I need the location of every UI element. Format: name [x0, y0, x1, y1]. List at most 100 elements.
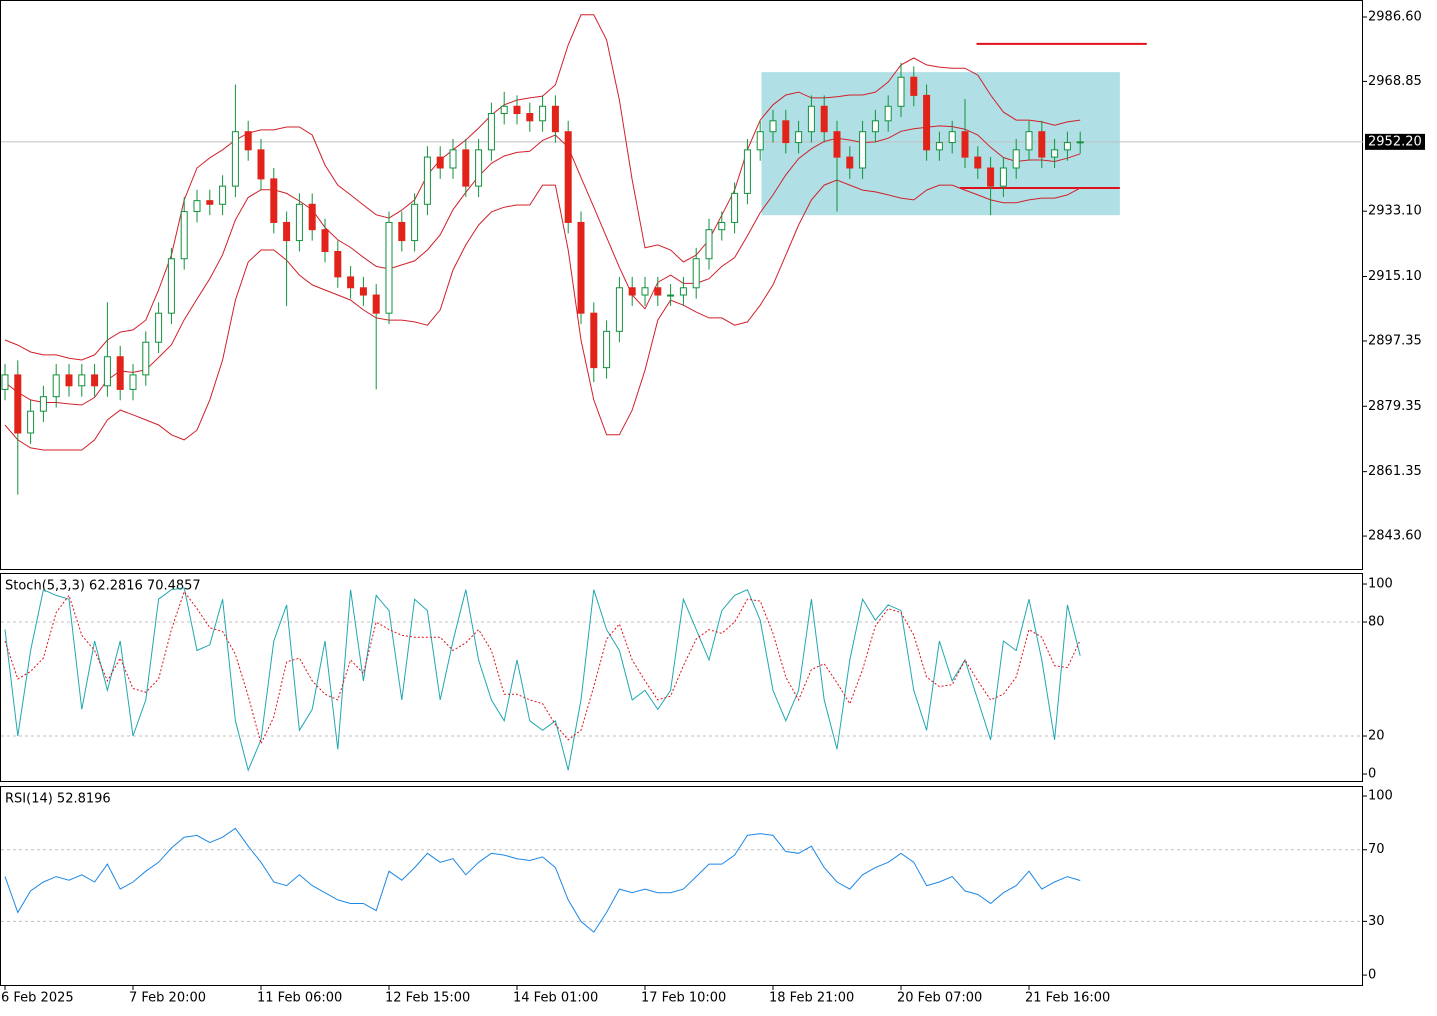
- x-tick-label: 17 Feb 10:00: [641, 991, 726, 1006]
- candle-body: [1012, 149, 1020, 169]
- candle-body: [987, 167, 995, 187]
- candle-body: [564, 131, 572, 223]
- candle-body: [257, 149, 265, 180]
- candle-body: [283, 221, 291, 242]
- candle-body: [807, 105, 815, 133]
- panel-frame: [0, 786, 1363, 986]
- candle-body: [411, 203, 419, 242]
- indicator-title: Stoch(5,3,3) 62.2816 70.4857: [5, 579, 201, 594]
- candle-body: [398, 221, 406, 242]
- y-tick-label: 0: [1368, 767, 1376, 782]
- candle-body: [295, 203, 303, 242]
- candle-body: [372, 294, 380, 314]
- candle-body: [65, 374, 73, 387]
- candle-body: [897, 76, 905, 107]
- candle-body: [910, 76, 918, 96]
- candle-body: [475, 149, 483, 187]
- candle-body: [39, 396, 47, 412]
- candle-body: [999, 167, 1007, 187]
- x-tick-label: 18 Feb 21:00: [769, 991, 854, 1006]
- candle-body: [193, 200, 201, 213]
- candle-body: [526, 113, 534, 122]
- candle-body: [321, 229, 329, 252]
- candle-body: [500, 105, 508, 115]
- candle-body: [667, 294, 675, 297]
- candle-body: [820, 105, 828, 133]
- candle-body: [1076, 141, 1084, 144]
- candle-body: [884, 105, 892, 122]
- candle-body: [27, 410, 35, 434]
- candle-body: [436, 156, 444, 169]
- y-tick-label: 80: [1368, 615, 1385, 630]
- candle-body: [167, 258, 175, 314]
- candle-body: [219, 185, 227, 205]
- candle-body: [487, 113, 495, 151]
- candle-body: [923, 94, 931, 151]
- candle-body: [705, 229, 713, 260]
- x-tick-label: 6 Feb 2025: [1, 991, 74, 1006]
- y-tick-label: 2933.10: [1368, 204, 1422, 219]
- candle-body: [449, 149, 457, 169]
- candle-body: [1, 374, 9, 390]
- candle-body: [180, 211, 188, 260]
- y-tick-label: 2897.35: [1368, 333, 1422, 348]
- x-tick-label: 11 Feb 06:00: [257, 991, 342, 1006]
- x-tick-label: 21 Feb 16:00: [1025, 991, 1110, 1006]
- candle-body: [206, 200, 214, 205]
- candle-body: [423, 156, 431, 205]
- panel-frame: [0, 573, 1363, 782]
- candle-body: [78, 374, 86, 387]
- last-price-box: [1365, 133, 1425, 150]
- candle-body: [270, 178, 278, 223]
- bollinger-band: [4, 125, 1081, 406]
- candle-body: [871, 120, 879, 133]
- x-tick-label: 7 Feb 20:00: [129, 991, 206, 1006]
- candle-body: [116, 356, 124, 390]
- candle-body: [462, 149, 470, 187]
- candle-body: [231, 131, 239, 187]
- candle-body: [385, 221, 393, 314]
- y-tick-label: 2915.10: [1368, 269, 1422, 284]
- candle-body: [308, 203, 316, 231]
- candle-body: [52, 374, 60, 398]
- candle-body: [603, 330, 611, 369]
- panel-frame: [0, 0, 1363, 570]
- candle-body: [859, 131, 867, 169]
- candle-body: [974, 156, 982, 169]
- candle-body: [1051, 149, 1059, 158]
- y-tick-label: 2968.85: [1368, 74, 1422, 89]
- candle-body: [654, 287, 662, 296]
- candle-body: [679, 287, 687, 296]
- candle-body: [513, 105, 521, 115]
- y-tick-label: 100: [1368, 789, 1393, 804]
- candle-body: [244, 131, 252, 151]
- candle-body: [731, 192, 739, 223]
- candle-body: [1025, 131, 1033, 151]
- candle-body: [782, 120, 790, 144]
- candle-body: [718, 221, 726, 231]
- candle-body: [14, 374, 22, 434]
- candle-body: [833, 131, 841, 158]
- candle-body: [615, 287, 623, 332]
- y-tick-label: 2843.60: [1368, 529, 1422, 544]
- candle-body: [628, 287, 636, 296]
- candle-body: [1038, 131, 1046, 158]
- candle-body: [795, 131, 803, 144]
- bollinger-band: [4, 179, 1081, 451]
- candle-body: [935, 142, 943, 151]
- y-tick-label: 70: [1368, 842, 1385, 857]
- y-tick-label: 2861.35: [1368, 464, 1422, 479]
- candle-body: [769, 120, 777, 133]
- y-tick-label: 30: [1368, 914, 1385, 929]
- candle-body: [743, 149, 751, 194]
- indicator-line: [4, 590, 1081, 746]
- candle-body: [359, 287, 367, 296]
- x-tick-label: 14 Feb 01:00: [513, 991, 598, 1006]
- candle-body: [641, 287, 649, 296]
- y-tick-label: 100: [1368, 577, 1393, 592]
- candle-body: [347, 276, 355, 289]
- candle-body: [590, 312, 598, 369]
- candle-body: [756, 131, 764, 151]
